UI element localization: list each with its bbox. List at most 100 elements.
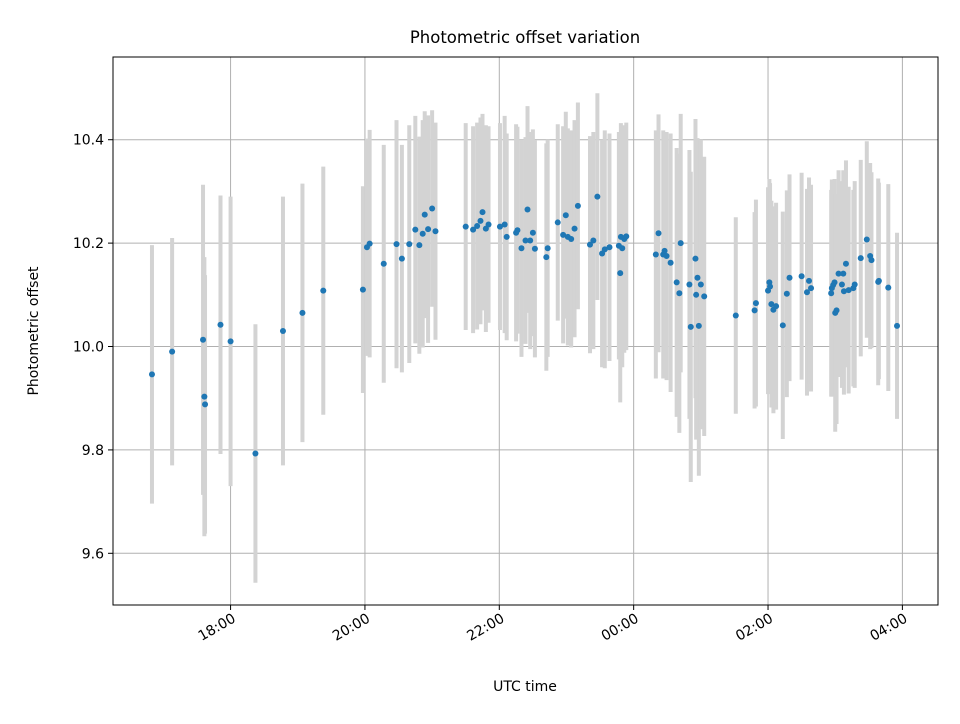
data-point <box>514 227 521 234</box>
data-point <box>586 241 593 248</box>
data-point <box>543 254 550 261</box>
data-point <box>601 246 608 253</box>
data-point <box>798 273 805 280</box>
data-point <box>380 260 387 267</box>
data-point <box>425 226 432 233</box>
data-point <box>831 279 838 286</box>
data-point <box>518 245 525 252</box>
data-point <box>752 300 759 307</box>
data-point <box>252 450 259 457</box>
data-point <box>560 231 567 238</box>
data-point <box>851 281 858 288</box>
data-point <box>840 270 847 277</box>
data-point <box>562 212 569 219</box>
data-point <box>200 336 207 343</box>
y-tick-label: 10.0 <box>73 340 104 356</box>
data-point <box>828 290 835 297</box>
data-point <box>412 226 419 233</box>
y-tick-label: 9.8 <box>82 443 104 459</box>
data-point <box>477 217 484 224</box>
data-point <box>522 237 529 244</box>
data-point <box>148 371 155 378</box>
data-point <box>366 240 373 247</box>
data-point <box>677 240 684 247</box>
data-point <box>299 309 306 316</box>
data-point <box>359 286 366 293</box>
data-point <box>619 245 626 252</box>
data-point <box>462 223 469 230</box>
data-point <box>663 253 670 260</box>
x-axis-label: UTC time <box>493 679 557 695</box>
data-point <box>571 225 578 232</box>
data-point <box>686 281 693 288</box>
data-point <box>217 321 224 328</box>
data-point <box>429 205 436 212</box>
data-point <box>485 221 492 228</box>
data-point <box>393 241 400 248</box>
data-point <box>421 211 428 218</box>
data-point <box>732 312 739 319</box>
data-points <box>148 193 901 457</box>
data-point <box>652 251 659 258</box>
data-point <box>786 274 793 281</box>
data-point <box>574 202 581 209</box>
data-point <box>496 223 503 230</box>
data-point <box>779 322 786 329</box>
data-point <box>840 288 847 295</box>
y-tick-label: 10.2 <box>73 236 104 252</box>
y-tick-label: 9.6 <box>82 546 104 562</box>
data-point <box>773 303 780 310</box>
data-point <box>201 393 208 400</box>
data-point <box>554 219 561 226</box>
data-point <box>527 237 534 244</box>
data-point <box>617 270 624 277</box>
data-point <box>432 228 439 235</box>
data-point <box>398 255 405 262</box>
data-point <box>835 270 842 277</box>
data-point <box>544 245 551 252</box>
plot-frame <box>112 56 939 606</box>
data-point <box>803 289 810 296</box>
data-point <box>524 206 531 213</box>
data-point <box>320 287 327 294</box>
data-point <box>667 259 674 266</box>
data-point <box>687 323 694 330</box>
data-point <box>503 233 510 240</box>
data-point <box>406 241 413 248</box>
data-point <box>768 301 775 308</box>
data-point <box>894 322 901 329</box>
data-point <box>692 255 699 262</box>
data-point <box>474 223 481 230</box>
data-point <box>227 338 234 345</box>
data-point <box>694 274 701 281</box>
data-point <box>842 260 849 267</box>
data-point <box>808 285 815 292</box>
data-point <box>875 277 882 284</box>
data-point <box>606 244 613 251</box>
data-point <box>868 257 875 264</box>
data-point <box>845 287 852 294</box>
data-point <box>419 230 426 237</box>
data-point <box>416 242 423 249</box>
y-axis-label: Photometric offset <box>26 266 42 396</box>
data-point <box>661 247 668 254</box>
data-point <box>833 307 840 314</box>
data-point <box>701 293 708 300</box>
data-point <box>479 209 486 216</box>
data-point <box>885 284 892 291</box>
data-point <box>594 193 601 200</box>
data-point <box>673 279 680 286</box>
data-point <box>529 229 536 236</box>
data-point <box>838 281 845 288</box>
data-point <box>751 307 758 314</box>
data-point <box>806 277 813 284</box>
data-point <box>279 328 286 334</box>
data-point <box>697 281 704 288</box>
data-point <box>531 245 538 252</box>
y-axis: 9.6 9.8 10.0 10.2 10.4 <box>73 133 113 562</box>
data-point <box>590 237 597 244</box>
data-point <box>202 401 209 408</box>
data-point <box>783 290 790 297</box>
